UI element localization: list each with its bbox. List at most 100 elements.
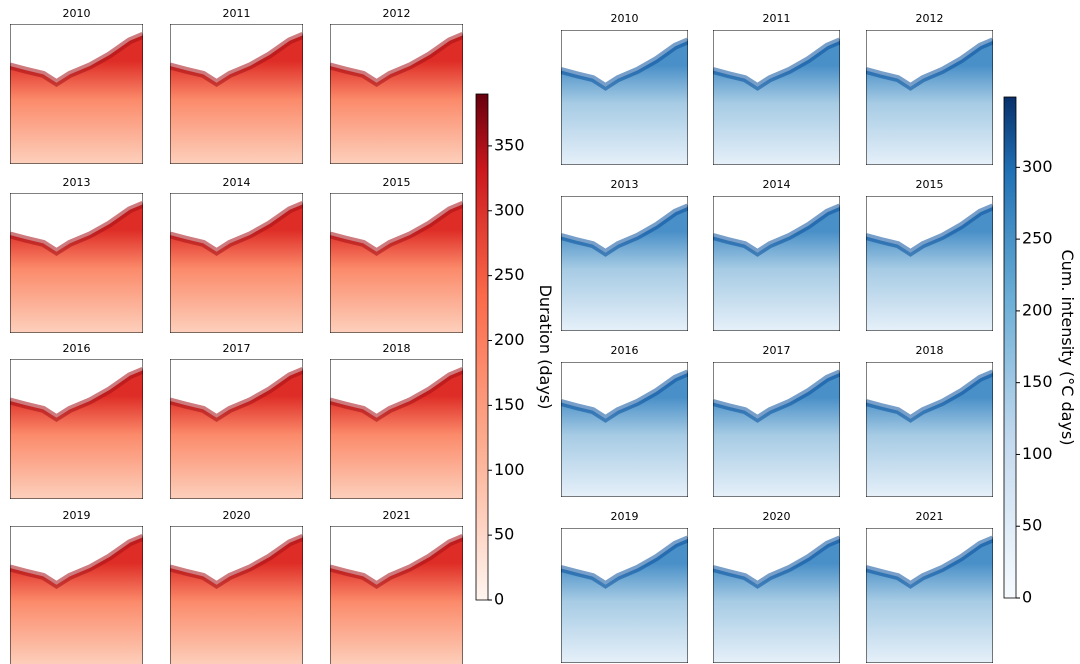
map <box>330 526 463 664</box>
colorbar-tick-label: 150 <box>1022 372 1053 391</box>
map-title: 2018 <box>383 342 411 355</box>
map-title: 2017 <box>763 344 791 357</box>
map-area <box>10 537 143 664</box>
map-area <box>10 204 143 333</box>
map-front <box>866 203 993 257</box>
colorbar-tick-label: 300 <box>1022 157 1053 176</box>
map-front <box>170 366 303 422</box>
map <box>10 193 143 333</box>
colorbar-label: Duration (days) <box>536 285 555 410</box>
map-title: 2018 <box>916 344 944 357</box>
map-front <box>561 535 688 589</box>
map-title: 2021 <box>383 509 411 522</box>
map-area <box>713 206 840 331</box>
colorbar-tick-label: 250 <box>1022 229 1053 248</box>
map-front <box>170 31 303 87</box>
map <box>866 196 993 331</box>
colorbar <box>1003 96 1017 599</box>
map-area <box>170 204 303 333</box>
map-title: 2012 <box>916 12 944 25</box>
map-area <box>866 372 993 497</box>
map-area <box>866 538 993 663</box>
map-area <box>866 40 993 165</box>
map-area <box>10 35 143 164</box>
map-front <box>10 31 143 87</box>
map-title: 2010 <box>611 12 639 25</box>
map-title: 2014 <box>223 176 251 189</box>
map-front <box>561 369 688 423</box>
map-front <box>561 37 688 91</box>
map-area <box>713 40 840 165</box>
map-area <box>170 370 303 499</box>
map-title: 2021 <box>916 510 944 523</box>
map-title: 2011 <box>763 12 791 25</box>
map-area <box>561 206 688 331</box>
map-front <box>330 533 463 589</box>
map-front <box>10 200 143 256</box>
map-title: 2019 <box>611 510 639 523</box>
colorbar-tick-label: 0 <box>494 590 504 609</box>
map-front <box>866 369 993 423</box>
map <box>561 196 688 331</box>
map-area <box>330 537 463 664</box>
map <box>10 526 143 664</box>
map <box>866 528 993 663</box>
colorbar-tick-label: 150 <box>494 395 525 414</box>
colorbar-tick-label: 250 <box>494 265 525 284</box>
map-front <box>713 203 840 257</box>
map <box>330 359 463 499</box>
map-area <box>561 538 688 663</box>
map-title: 2012 <box>383 7 411 20</box>
map-front <box>10 366 143 422</box>
colorbar-tick-label: 100 <box>494 460 525 479</box>
map-area <box>713 372 840 497</box>
map <box>170 359 303 499</box>
map-area <box>330 204 463 333</box>
map-title: 2013 <box>63 176 91 189</box>
map-title: 2016 <box>63 342 91 355</box>
map <box>561 362 688 497</box>
map-title: 2016 <box>611 344 639 357</box>
map-front <box>713 369 840 423</box>
colorbar <box>475 93 489 601</box>
map <box>170 193 303 333</box>
colorbar-tick-label: 100 <box>1022 444 1053 463</box>
colorbar-label: Cum. intensity (°C days) <box>1058 249 1077 445</box>
colorbar-tick-label: 200 <box>494 330 525 349</box>
map <box>713 362 840 497</box>
map-title: 2014 <box>763 178 791 191</box>
map-area <box>330 35 463 164</box>
map-front <box>713 37 840 91</box>
map-title: 2017 <box>223 342 251 355</box>
map <box>10 359 143 499</box>
map-title: 2010 <box>63 7 91 20</box>
colorbar-tick-label: 200 <box>1022 300 1053 319</box>
map-front <box>866 37 993 91</box>
colorbar-tick-label: 50 <box>494 525 514 544</box>
map-area <box>170 537 303 664</box>
map-area <box>170 35 303 164</box>
colorbar-tick-label: 0 <box>1022 588 1032 607</box>
map-area <box>866 206 993 331</box>
map <box>713 528 840 663</box>
map-title: 2011 <box>223 7 251 20</box>
map <box>561 528 688 663</box>
map <box>10 24 143 164</box>
map-front <box>330 31 463 87</box>
map <box>170 24 303 164</box>
map-front <box>10 533 143 589</box>
colorbar-tick-label: 350 <box>494 135 525 154</box>
colorbar-tick-label: 50 <box>1022 516 1042 535</box>
map <box>866 362 993 497</box>
map-front <box>170 200 303 256</box>
map <box>866 30 993 165</box>
map-front <box>330 200 463 256</box>
map-front <box>713 535 840 589</box>
colorbar-tick-label: 300 <box>494 200 525 219</box>
map-title: 2020 <box>223 509 251 522</box>
map-area <box>561 40 688 165</box>
map-front <box>561 203 688 257</box>
map <box>170 526 303 664</box>
map-title: 2015 <box>916 178 944 191</box>
map-front <box>170 533 303 589</box>
